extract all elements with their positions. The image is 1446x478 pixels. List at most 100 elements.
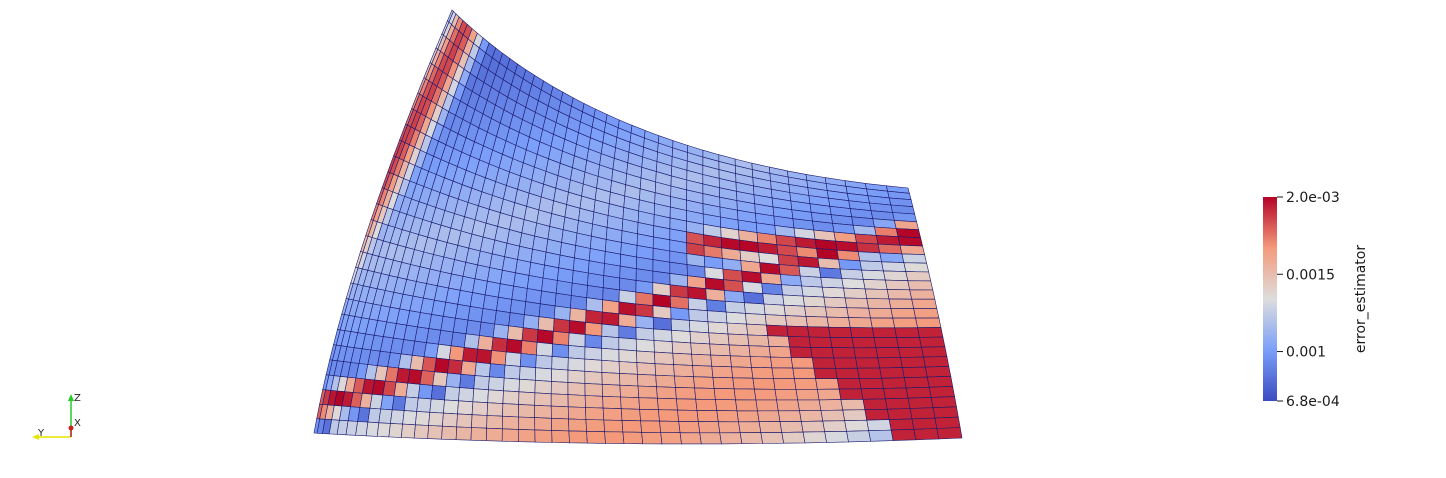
mesh-cell [851,337,877,349]
mesh-cell [706,310,728,324]
mesh-cell [799,275,823,288]
mesh-cell [421,356,437,373]
mesh-cell [416,397,432,413]
mesh-cell [427,425,443,440]
mesh-cell [489,363,506,379]
mesh-cell [619,373,639,387]
mesh-cell [846,430,872,443]
mesh-cell [601,359,620,374]
mesh-cell [586,430,606,444]
mesh-cell [570,282,588,299]
mesh-cell [463,333,480,350]
mesh-cell [690,342,712,356]
mesh-cell [637,373,657,388]
mesh-cell [752,377,776,390]
mesh-cell [502,390,520,405]
mesh-surface[interactable] [313,9,963,445]
mesh-cell [759,262,781,275]
mesh-cell [552,330,570,346]
mesh-cell [849,327,875,339]
mesh-cell [716,410,739,423]
mesh-cell [859,260,884,272]
mesh-cell [805,316,830,328]
mesh-cell [864,288,890,300]
mesh-cell [584,395,604,409]
mesh-cell [848,317,873,329]
mesh-cell [388,423,403,438]
mesh-cell [934,416,961,429]
colorbar-tick-label: 2.0e-03 [1286,190,1340,206]
mesh-cell [739,432,763,445]
mesh-cell [584,334,603,349]
mesh-cell [709,343,731,357]
mesh-cell [621,420,642,433]
mesh-cell [536,341,554,357]
mesh-cell [687,275,707,290]
mesh-cell [706,299,727,313]
mesh-cell [835,367,860,380]
mesh-cell [470,427,487,442]
mesh-cell [673,364,694,378]
mesh-cell [687,297,708,312]
mesh-cell [471,414,488,429]
mesh-cell [553,305,571,321]
mesh-cell [674,375,695,389]
mesh-cell [654,363,675,377]
mesh-cell [693,376,715,389]
y-axis-arrow-icon [32,434,39,440]
colorbar-tick-label: 0.001 [1286,345,1326,361]
mesh-cell [585,309,603,325]
mesh-cell [652,316,672,331]
mesh-cell [688,320,710,334]
mesh-cell [725,311,747,325]
mesh-cell [448,345,465,362]
mesh-cell [550,381,569,395]
mesh-cell [660,432,682,445]
mesh-cell [513,272,530,289]
mesh-cell [781,431,806,444]
mesh-cell [901,253,927,264]
mesh-cell [787,336,811,348]
mesh-cell [715,399,738,412]
mesh-cell [518,391,536,406]
mesh-cell [840,398,866,411]
mesh-cell [764,314,788,327]
mesh-cell [813,367,838,380]
mesh-cell [440,315,456,333]
mesh-cell [619,384,640,399]
mesh-cell [748,345,771,358]
mesh-cell [601,383,621,398]
mesh-cell [637,385,658,399]
mesh-cell [585,419,605,433]
mesh-cell [833,357,858,369]
mesh-cell [823,296,848,309]
mesh-cell [802,431,827,444]
mesh-cell [534,367,553,382]
mesh-cell [711,365,734,379]
mesh-cell [670,307,690,321]
mesh-cell [567,394,586,408]
mesh-cell [519,353,537,369]
mesh-cell [409,354,425,371]
mesh-cell [818,267,843,279]
mesh-cell [800,420,826,433]
mesh-cell [518,378,536,394]
mesh-cell [535,354,553,370]
mesh-cell [555,280,573,296]
mesh-cell [601,323,620,339]
mesh-cell [677,409,699,422]
mesh-cell [534,392,552,407]
mesh-cell [710,354,732,368]
mesh-cell [890,428,917,441]
mesh-cell [390,409,405,425]
mesh-cell [551,417,570,432]
mesh-cell [875,235,901,246]
mesh-cell [757,410,781,423]
mesh-cell [804,305,828,318]
mesh-cell [818,399,844,411]
mesh-cell [568,418,587,432]
mesh-cell [838,388,864,400]
mesh-cell [618,289,637,305]
mesh-cell [567,345,586,360]
